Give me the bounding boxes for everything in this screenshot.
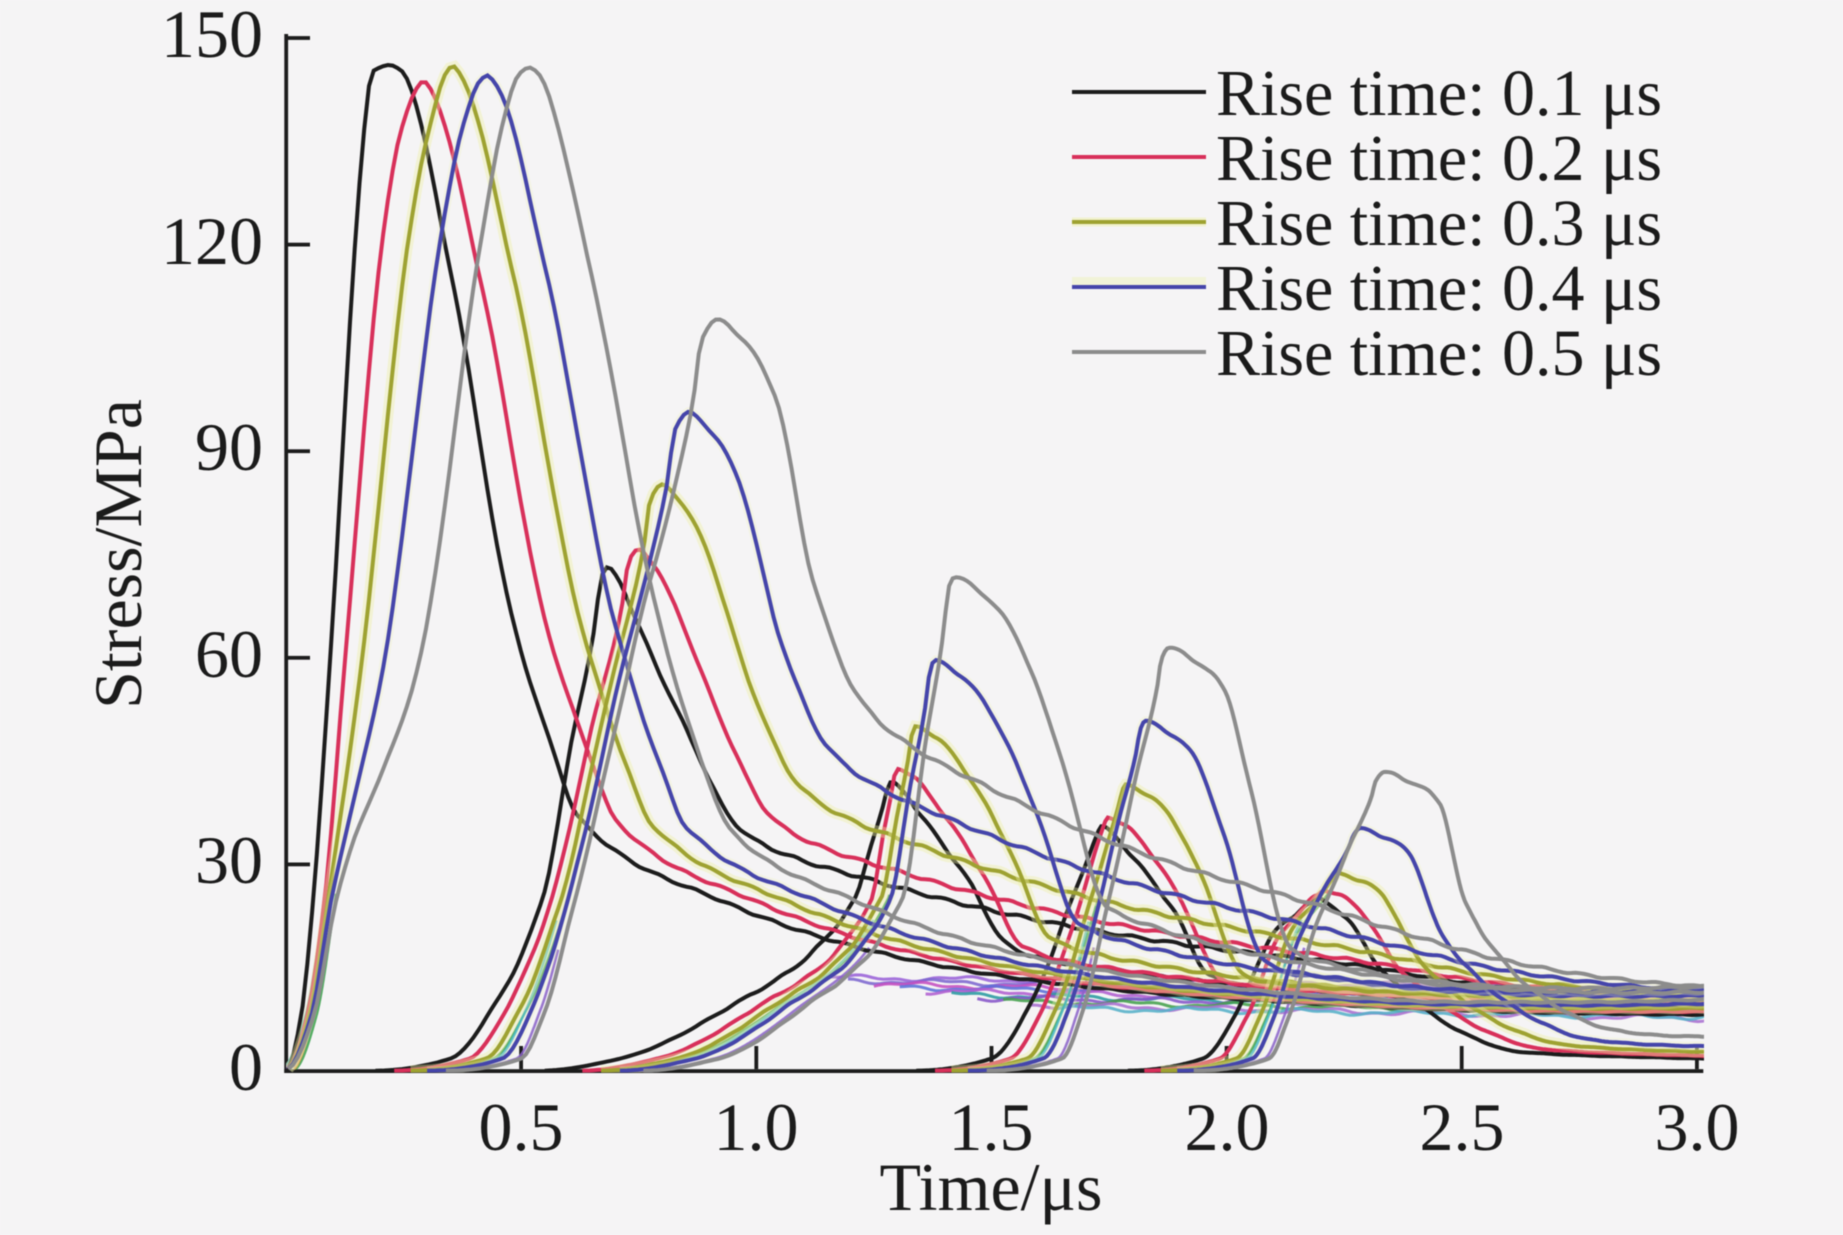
svg-text:150: 150 — [161, 0, 263, 72]
svg-text:90: 90 — [195, 409, 263, 485]
svg-text:Rise time: 0.5 μs: Rise time: 0.5 μs — [1216, 317, 1662, 390]
svg-text:Rise time: 0.1 μs: Rise time: 0.1 μs — [1216, 57, 1662, 130]
svg-text:0: 0 — [229, 1029, 263, 1105]
svg-text:3.0: 3.0 — [1655, 1089, 1740, 1165]
svg-text:60: 60 — [195, 616, 263, 692]
svg-text:Rise time: 0.4 μs: Rise time: 0.4 μs — [1216, 252, 1662, 325]
svg-text:2.0: 2.0 — [1185, 1089, 1270, 1165]
svg-text:Time/μs: Time/μs — [880, 1149, 1103, 1225]
svg-text:120: 120 — [161, 203, 263, 279]
svg-text:2.5: 2.5 — [1420, 1089, 1505, 1165]
svg-text:1.0: 1.0 — [714, 1089, 799, 1165]
svg-text:Stress/MPa: Stress/MPa — [80, 399, 156, 709]
svg-text:0.5: 0.5 — [479, 1089, 564, 1165]
svg-text:1.5: 1.5 — [949, 1089, 1034, 1165]
svg-text:Rise time: 0.2 μs: Rise time: 0.2 μs — [1216, 122, 1662, 195]
svg-text:30: 30 — [195, 822, 263, 898]
svg-text:Rise time: 0.3 μs: Rise time: 0.3 μs — [1216, 187, 1662, 260]
